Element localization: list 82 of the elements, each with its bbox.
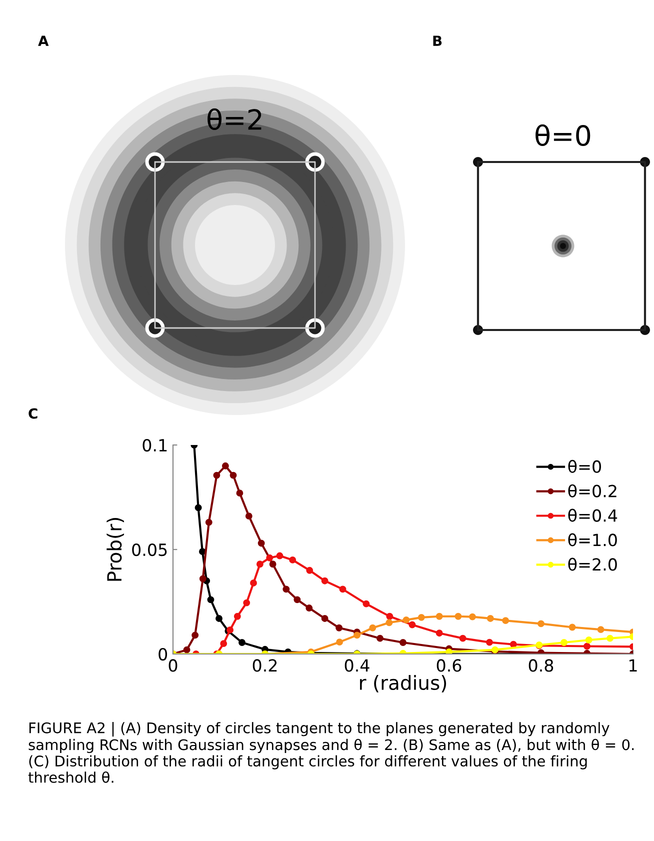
text: θ=0: [536, 124, 590, 146]
x-tick-label: 0: [168, 659, 178, 672]
y-tick-label: 0.1: [142, 438, 167, 452]
point: [269, 560, 276, 568]
text: C: [28, 408, 38, 419]
point: [194, 504, 202, 512]
point: [386, 619, 393, 626]
legend-label: θ=0.2: [568, 484, 616, 498]
point: [486, 614, 494, 622]
point: [606, 634, 614, 642]
point: [192, 632, 199, 639]
y-tick-label: 0: [158, 648, 168, 661]
legend-label: θ=2.0: [568, 558, 617, 571]
legend-label: θ=1.0: [568, 533, 617, 546]
point: [222, 462, 229, 470]
point: [386, 612, 394, 620]
point: [183, 646, 190, 654]
point: [245, 512, 252, 520]
point: [205, 518, 212, 526]
point: [266, 554, 274, 562]
text: θ=2: [208, 108, 262, 130]
point: [207, 596, 214, 604]
point: [289, 556, 296, 564]
point: [339, 586, 346, 593]
point: [199, 575, 206, 582]
point: [321, 614, 328, 622]
point: [468, 613, 476, 620]
point: [376, 634, 384, 642]
point: [560, 639, 568, 646]
point: [230, 472, 237, 479]
point: [459, 634, 466, 642]
point: [597, 626, 604, 634]
point: [294, 596, 301, 604]
point: [418, 614, 425, 621]
point: [510, 640, 517, 648]
point: [236, 490, 244, 497]
legend-label: θ=0: [568, 460, 601, 473]
point: [282, 586, 290, 593]
x-tick-label: 0.2: [252, 659, 277, 672]
x-tick-label: 0.8: [528, 659, 554, 672]
point: [408, 621, 416, 628]
point: [276, 552, 284, 560]
point: [502, 617, 510, 624]
point: [436, 612, 443, 620]
x-axis-title: r (radius): [360, 674, 446, 692]
point: [321, 577, 328, 584]
point: [568, 624, 576, 631]
point: [436, 630, 443, 637]
point: [486, 638, 493, 646]
point: [402, 616, 410, 624]
point: [258, 540, 265, 547]
x-tick-label: 1: [630, 659, 637, 672]
point: [238, 639, 246, 646]
text: A: [38, 36, 49, 46]
point: [369, 624, 376, 632]
point: [216, 614, 222, 622]
x-tick-label: 0.4: [344, 659, 370, 672]
point: [234, 612, 241, 620]
point: [400, 639, 406, 646]
text: B: [433, 36, 442, 46]
point: [306, 604, 313, 612]
point: [354, 632, 360, 639]
point: [213, 472, 220, 479]
x-tick-label: 0.6: [436, 659, 462, 672]
point: [306, 566, 314, 574]
point: [256, 560, 264, 568]
point: [220, 640, 228, 648]
point: [198, 548, 206, 556]
legend-label: θ=0.4: [568, 508, 618, 522]
point: [585, 636, 592, 644]
point: [362, 600, 370, 608]
point: [250, 579, 257, 586]
point: [454, 612, 462, 620]
y-axis-title: Prob(r): [106, 518, 124, 581]
y-tick-label: 0.05: [132, 543, 167, 556]
point: [336, 624, 343, 632]
point: [538, 620, 544, 628]
point: [446, 648, 452, 654]
point: [243, 599, 250, 606]
caption: FIGURE A2 | (A) Density of circles tangent to the planes generated by randomly sampling RCNs with Gaussian synapses and θ = 2. (B) Same as (A), but with θ = 0. (C) Distribution of the radii of tangent circles for different values of the firing threshold θ.: [28, 722, 634, 783]
point: [584, 642, 590, 650]
point: [336, 638, 343, 646]
